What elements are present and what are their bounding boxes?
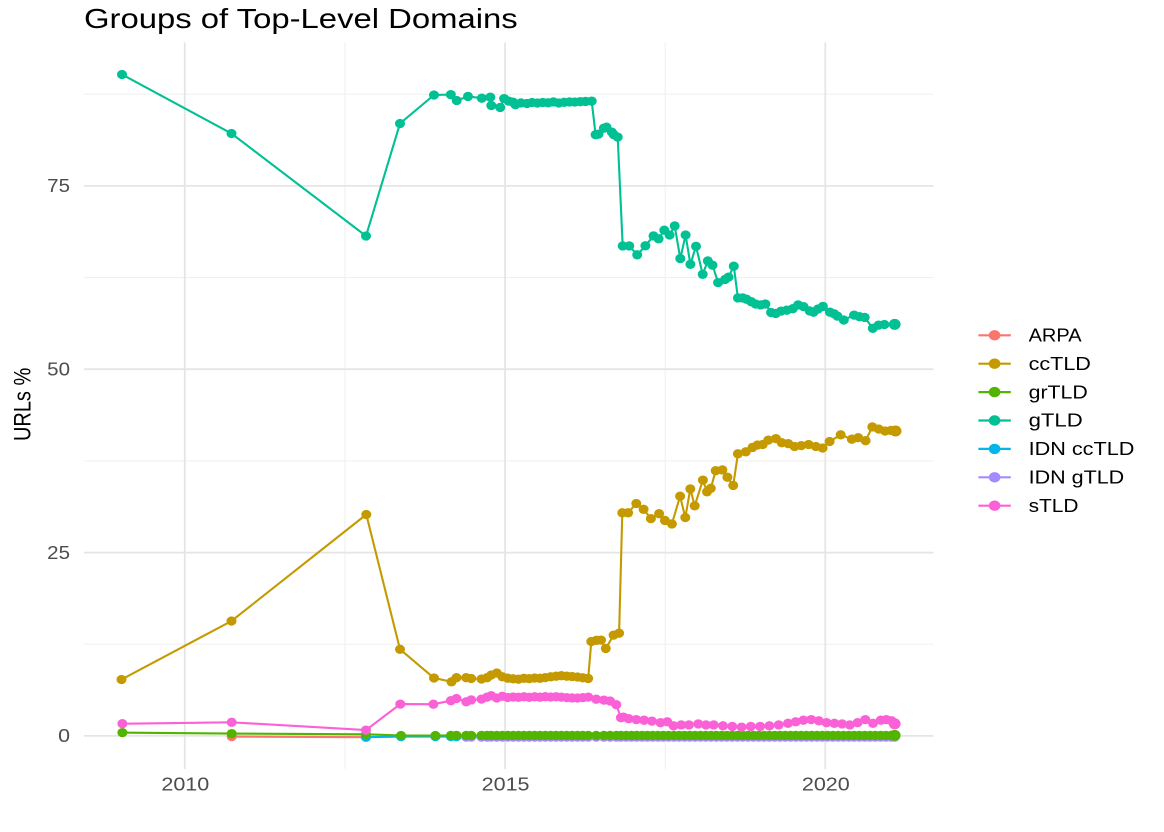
svg-text:75: 75 — [47, 176, 70, 196]
svg-text:50: 50 — [47, 360, 70, 380]
svg-text:0: 0 — [58, 726, 70, 746]
svg-text:Groups of Top-Level Domains: Groups of Top-Level Domains — [84, 3, 518, 34]
svg-text:ccTLD: ccTLD — [1029, 354, 1091, 374]
svg-text:grTLD: grTLD — [1029, 382, 1088, 402]
svg-text:2010: 2010 — [161, 775, 209, 795]
svg-text:sTLD: sTLD — [1029, 496, 1079, 516]
svg-text:IDN gTLD: IDN gTLD — [1029, 468, 1125, 488]
svg-text:ARPA: ARPA — [1029, 326, 1082, 346]
svg-text:25: 25 — [47, 543, 70, 563]
svg-text:URLs %: URLs % — [9, 368, 36, 441]
svg-text:2020: 2020 — [802, 775, 850, 795]
svg-text:IDN ccTLD: IDN ccTLD — [1029, 439, 1135, 459]
svg-text:2015: 2015 — [482, 775, 530, 795]
svg-text:gTLD: gTLD — [1029, 411, 1083, 431]
